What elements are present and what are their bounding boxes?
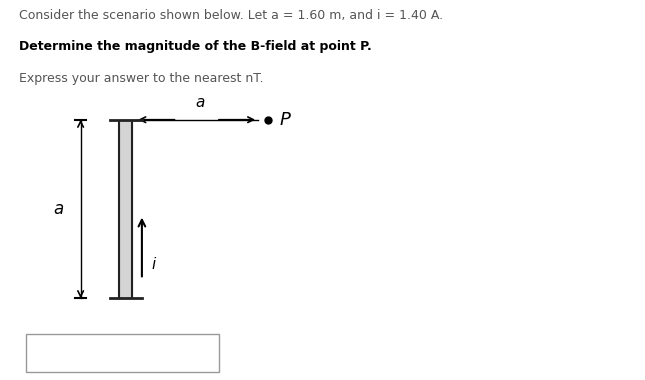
Text: Express your answer to the nearest nT.: Express your answer to the nearest nT. <box>19 72 264 85</box>
Text: P: P <box>279 111 290 129</box>
Text: a: a <box>195 95 204 110</box>
FancyBboxPatch shape <box>26 334 219 372</box>
Text: Determine the magnitude of the B-field at point P.: Determine the magnitude of the B-field a… <box>19 40 372 53</box>
Text: Consider the scenario shown below. Let a = 1.60 m, and i = 1.40 A.: Consider the scenario shown below. Let a… <box>19 10 444 22</box>
Text: i: i <box>152 256 156 272</box>
Text: a: a <box>53 200 63 218</box>
